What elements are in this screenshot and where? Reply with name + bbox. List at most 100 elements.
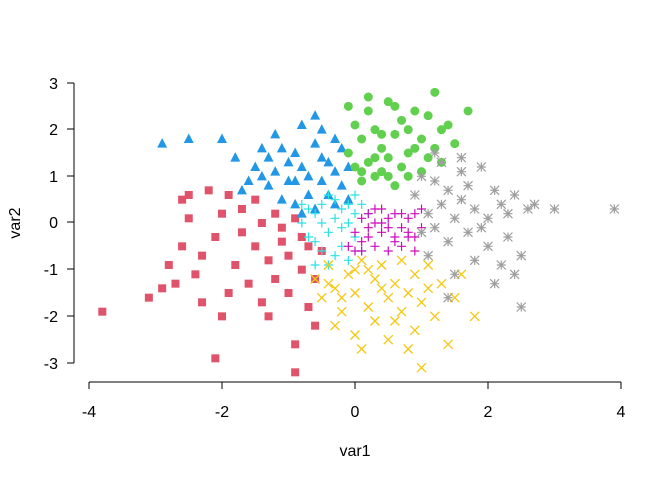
data-point (271, 275, 280, 283)
data-point (303, 170, 314, 181)
data-point (456, 194, 467, 205)
y-tick-label: 3 (49, 76, 58, 93)
data-point (377, 167, 387, 177)
y-axis-title: var2 (7, 207, 24, 238)
data-point (317, 218, 327, 228)
data-point (323, 227, 333, 237)
data-point (323, 190, 333, 200)
data-point (390, 237, 400, 247)
data-point (357, 199, 367, 209)
series-4-points (297, 190, 373, 270)
data-point (276, 142, 287, 153)
data-point (178, 242, 187, 251)
data-point (396, 306, 407, 317)
data-point (290, 175, 301, 185)
data-point (350, 288, 360, 298)
data-point (296, 208, 307, 218)
data-point (171, 279, 180, 288)
data-point (243, 175, 254, 185)
x-axis: -4 -2 0 2 4 var1 (82, 381, 626, 460)
data-point (403, 171, 413, 181)
data-point (377, 129, 387, 139)
series-1-points (98, 186, 326, 377)
data-point (463, 180, 473, 191)
data-point (310, 209, 320, 219)
data-point (423, 208, 434, 219)
data-point (310, 138, 321, 148)
data-point (410, 209, 420, 219)
data-point (211, 354, 220, 363)
data-point (336, 306, 347, 317)
data-point (390, 101, 400, 111)
data-point (330, 251, 340, 261)
data-point (230, 152, 241, 162)
data-point (509, 190, 520, 200)
data-point (191, 270, 200, 279)
series-6-points (310, 255, 480, 373)
data-point (410, 143, 420, 153)
data-point (291, 340, 300, 349)
data-point (363, 92, 373, 102)
data-point (357, 213, 367, 223)
data-point (343, 148, 353, 158)
data-point (443, 339, 454, 350)
data-point (343, 241, 353, 251)
data-point (423, 250, 434, 261)
data-point (463, 106, 473, 116)
data-point (350, 209, 360, 219)
data-point (291, 214, 300, 223)
y-tick-label: 2 (49, 122, 58, 139)
data-point (277, 237, 286, 246)
data-point (330, 213, 340, 223)
data-point (403, 148, 413, 158)
data-point (231, 261, 240, 269)
data-point (184, 191, 193, 199)
data-point (330, 166, 341, 176)
data-point (304, 303, 313, 311)
data-point (263, 152, 274, 162)
data-point (403, 125, 413, 135)
data-point (256, 170, 267, 181)
data-point (316, 124, 327, 134)
data-point (198, 251, 207, 260)
data-point (257, 298, 266, 307)
data-point (443, 185, 454, 196)
data-point (516, 302, 527, 312)
data-point (416, 297, 427, 308)
data-point (291, 368, 300, 377)
data-point (390, 181, 400, 191)
data-point (516, 250, 527, 261)
data-point (357, 237, 367, 247)
data-point (164, 261, 173, 269)
data-point (330, 283, 341, 294)
data-point (410, 232, 420, 242)
data-point (337, 223, 347, 233)
data-point (503, 208, 513, 219)
x-tick-label: 2 (484, 404, 493, 421)
data-point (217, 133, 227, 143)
data-point (443, 120, 453, 130)
data-point (204, 186, 213, 195)
data-point (224, 289, 233, 297)
x-tick-label: 0 (351, 404, 360, 421)
data-point (463, 227, 473, 238)
data-point (283, 175, 294, 185)
data-point (336, 142, 347, 153)
data-point (363, 157, 373, 167)
data-point (417, 204, 426, 214)
data-point (296, 161, 307, 171)
data-point (350, 190, 360, 200)
x-axis-title: var1 (339, 443, 370, 460)
data-point (397, 162, 407, 172)
data-points (98, 87, 620, 377)
data-point (250, 161, 261, 171)
data-point (363, 232, 373, 242)
data-point (303, 204, 313, 214)
data-point (383, 292, 394, 303)
data-point (449, 213, 460, 224)
y-axis: -3 -2 -1 0 1 2 3 var2 (7, 76, 75, 373)
data-point (436, 199, 447, 210)
data-point (236, 184, 247, 195)
data-point (350, 264, 360, 275)
data-point (483, 213, 493, 224)
